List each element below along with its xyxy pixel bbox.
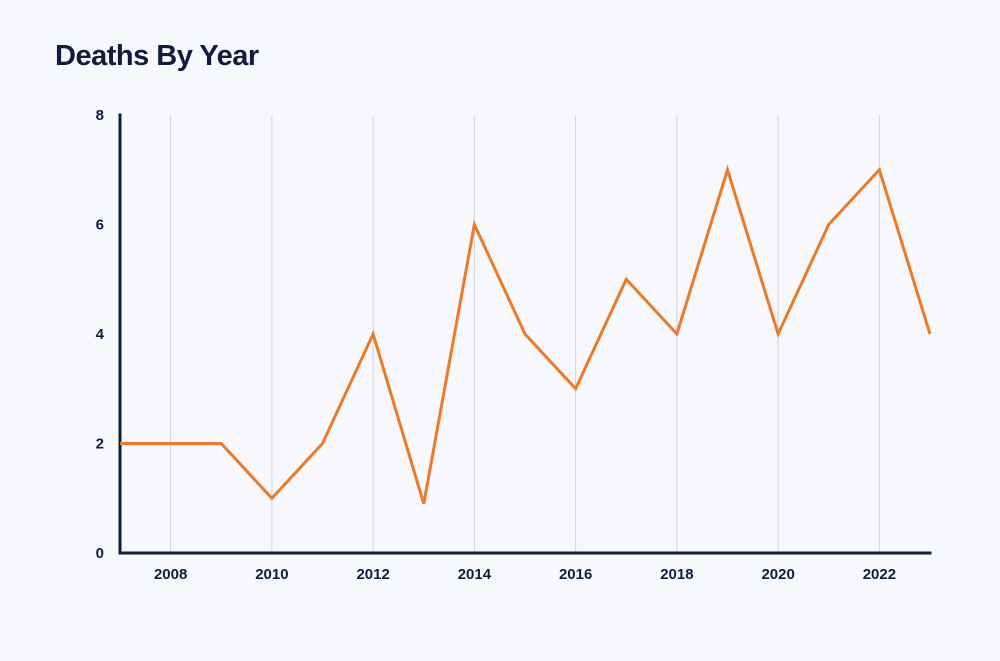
- line-chart: 0 2 4 6 8 2008 2010 2012 2014 2016 2018 2020 2022: [55, 103, 945, 603]
- x-tick-label: 2020: [761, 566, 794, 583]
- y-tick-label: 8: [96, 107, 104, 124]
- x-tick-label: 2010: [255, 566, 288, 583]
- chart-svg: 0 2 4 6 8 2008 2010 2012 2014 2016 2018 2020 2022: [55, 103, 945, 603]
- x-tick-label: 2012: [356, 566, 389, 583]
- x-tick-label: 2016: [559, 566, 592, 583]
- y-tick-label: 2: [96, 436, 104, 453]
- y-tick-label: 4: [96, 326, 105, 343]
- y-tick-label: 0: [96, 545, 104, 562]
- x-tick-label: 2022: [863, 566, 896, 583]
- x-tick-label: 2018: [660, 566, 693, 583]
- data-line: [120, 170, 930, 504]
- chart-page: Deaths By Year 0 2 4 6 8 2008 2010 2012 2014 2016…: [0, 0, 1000, 661]
- chart-title: Deaths By Year: [55, 40, 945, 73]
- x-tick-label: 2008: [154, 566, 187, 583]
- y-tick-label: 6: [96, 217, 104, 234]
- x-tick-label: 2014: [458, 566, 492, 583]
